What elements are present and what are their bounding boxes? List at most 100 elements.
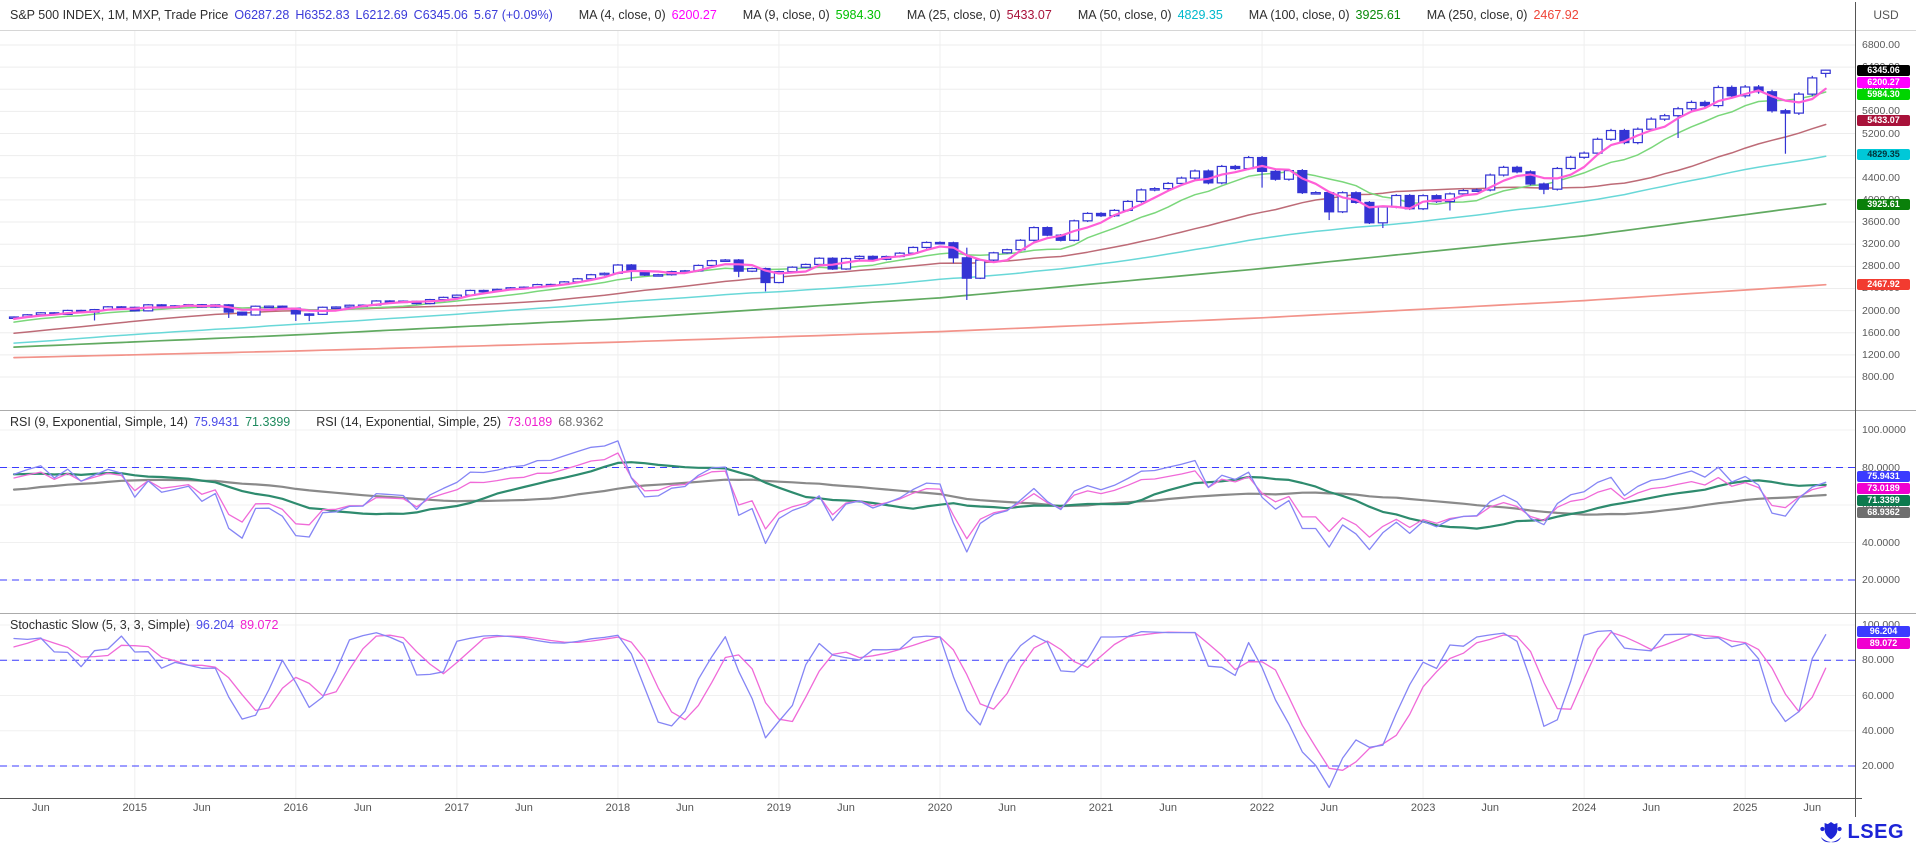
- candlestick: [814, 257, 825, 266]
- candlestick: [746, 267, 758, 272]
- candlestick: [1498, 166, 1509, 176]
- candlestick: [1042, 226, 1053, 236]
- candlestick: [1820, 69, 1831, 74]
- main-chart-legend[interactable]: S&P 500 INDEX, 1M, MXP, Trade Price O628…: [10, 8, 1579, 22]
- candlestick: [1525, 171, 1536, 185]
- candlestick: [988, 252, 999, 261]
- low-value: L6212.69: [355, 8, 408, 22]
- candlestick: [237, 311, 248, 316]
- candlestick: [478, 289, 489, 293]
- ma4-legend-label: MA (4, close, 0): [578, 8, 666, 22]
- candlestick: [1485, 174, 1496, 191]
- candlestick: [1270, 170, 1281, 180]
- candlestick: [800, 263, 811, 268]
- rsi14-title: RSI (14, Exponential, Simple, 25): [316, 415, 502, 429]
- candlestick: [1377, 206, 1388, 224]
- stochastic-d-value: 89.072: [240, 618, 279, 632]
- rsi14-value: 73.0189: [507, 415, 553, 429]
- candlestick: [1592, 138, 1603, 154]
- candlestick: [1176, 177, 1187, 185]
- lseg-branding: LSEG: [1819, 820, 1904, 844]
- candlestick: [1230, 165, 1241, 170]
- ma4-legend-value: 6200.27: [671, 8, 717, 22]
- ma-100-line: [13, 203, 1827, 348]
- ma-50-line: [13, 155, 1827, 344]
- stochastic-study-legend[interactable]: Stochastic Slow (5, 3, 3, Simple) 96.204…: [10, 618, 278, 632]
- lseg-crest-icon: [1819, 822, 1842, 843]
- candlestick: [1579, 152, 1590, 158]
- candlestick: [1310, 192, 1321, 195]
- ma100-legend-label: MA (100, close, 0): [1248, 8, 1350, 22]
- candlestick: [867, 255, 878, 260]
- rsi9-value: 75.9431: [193, 415, 240, 429]
- candlestick: [854, 255, 865, 260]
- rsi9-signal-line: [12, 461, 1827, 530]
- candlestick: [1471, 189, 1482, 192]
- candlestick: [1659, 115, 1670, 120]
- rsi-study-legend[interactable]: RSI (9, Exponential, Simple, 14) 75.9431…: [10, 415, 603, 429]
- candlestick: [1364, 201, 1375, 224]
- candlestick: [1672, 108, 1684, 117]
- candlestick: [1189, 170, 1201, 179]
- ma50-legend-value: 4829.35: [1177, 8, 1223, 22]
- currency-label[interactable]: USD: [1873, 8, 1899, 22]
- candlestick: [773, 271, 785, 284]
- candlestick: [1605, 129, 1617, 140]
- ma-250-line: [13, 283, 1827, 359]
- ma250-legend-label: MA (250, close, 0): [1426, 8, 1528, 22]
- candlestick: [1766, 91, 1778, 112]
- candlestick: [1431, 195, 1442, 203]
- candlestick: [1726, 86, 1737, 97]
- rsi9-signal-value: 71.3399: [245, 415, 291, 429]
- stoch-d-line: [13, 631, 1827, 771]
- ma-4-line: [12, 87, 1827, 320]
- candlestick: [1095, 212, 1107, 217]
- candlestick: [1028, 226, 1040, 241]
- rsi14-signal-value: 68.9362: [558, 415, 604, 429]
- candlestick: [1324, 192, 1335, 213]
- candlestick: [1149, 188, 1160, 191]
- candlestick: [263, 305, 275, 309]
- candlestick: [1753, 86, 1764, 93]
- candlestick: [1740, 86, 1751, 97]
- candlestick: [1699, 101, 1711, 107]
- ma100-legend-value: 3925.61: [1355, 8, 1401, 22]
- candlestick: [599, 272, 610, 276]
- candlestick: [1391, 194, 1402, 208]
- rsi9-title: RSI (9, Exponential, Simple, 14): [10, 415, 188, 429]
- open-value: O6287.28: [234, 8, 290, 22]
- candlestick: [1458, 189, 1469, 195]
- candlestick: [1565, 156, 1576, 170]
- high-value: H6352.83: [295, 8, 350, 22]
- candlestick: [1686, 101, 1697, 110]
- candlestick: [706, 260, 717, 267]
- candlestick: [1337, 192, 1348, 213]
- candlestick: [304, 313, 315, 316]
- candlestick: [733, 259, 744, 272]
- ma25-legend-label: MA (25, close, 0): [906, 8, 1001, 22]
- ma50-legend-label: MA (50, close, 0): [1077, 8, 1172, 22]
- instrument-title: S&P 500 INDEX, 1M, MXP, Trade Price: [10, 8, 229, 22]
- lseg-logo-text: LSEG: [1847, 820, 1904, 843]
- candlestick: [1136, 189, 1147, 203]
- candlestick: [330, 306, 342, 309]
- candlestick: [1001, 249, 1013, 254]
- ma250-legend-value: 2467.92: [1533, 8, 1579, 22]
- candlestick: [1243, 156, 1254, 170]
- candlestick: [1793, 93, 1804, 114]
- candlestick: [1807, 77, 1818, 95]
- candlestick: [653, 274, 664, 277]
- candlestick: [585, 274, 597, 280]
- candlestick: [344, 304, 355, 308]
- candlestick: [1780, 110, 1791, 114]
- rsi14-line: [13, 452, 1827, 540]
- candlestick: [720, 259, 731, 263]
- ma9-legend-value: 5984.30: [835, 8, 881, 22]
- candlestick: [1619, 129, 1630, 144]
- close-value: C6345.06: [413, 8, 468, 22]
- candlestick: [1297, 169, 1308, 194]
- stoch-k-line: [13, 629, 1827, 789]
- stochastic-title: Stochastic Slow (5, 3, 3, Simple): [10, 618, 190, 632]
- ma25-legend-value: 5433.07: [1006, 8, 1052, 22]
